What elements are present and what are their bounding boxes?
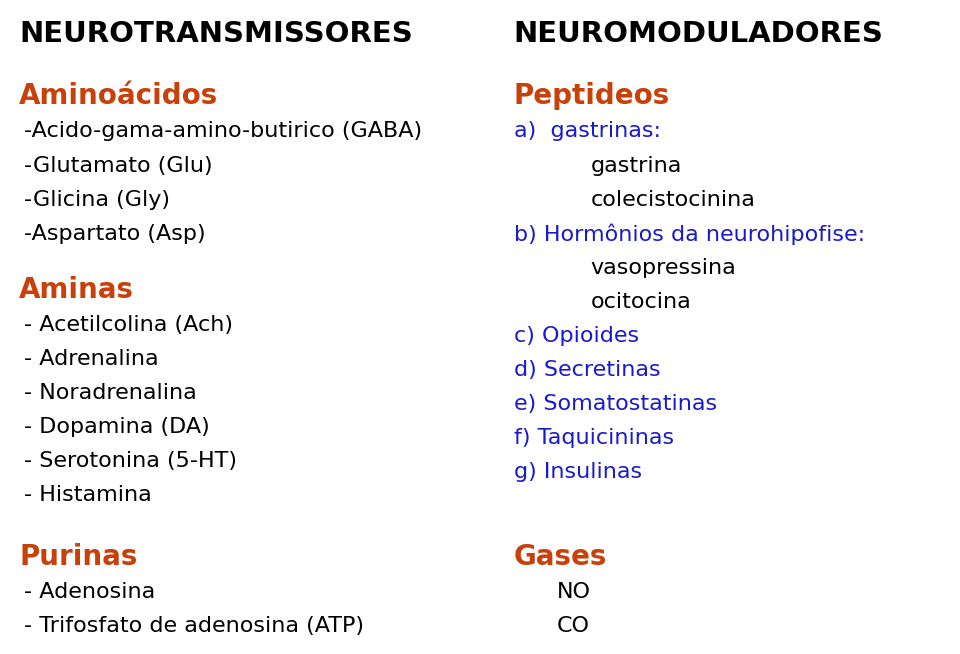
Text: -Acido-gama-amino-butirico (GABA): -Acido-gama-amino-butirico (GABA) — [24, 121, 422, 141]
Text: - Adenosina: - Adenosina — [24, 582, 156, 602]
Text: g) Insulinas: g) Insulinas — [514, 462, 641, 482]
Text: NEUROMODULADORES: NEUROMODULADORES — [514, 20, 883, 48]
Text: - Serotonina (5-HT): - Serotonina (5-HT) — [24, 451, 237, 472]
Text: d) Secretinas: d) Secretinas — [514, 360, 660, 380]
Text: - Trifosfato de adenosina (ATP): - Trifosfato de adenosina (ATP) — [24, 616, 364, 636]
Text: c) Opioides: c) Opioides — [514, 326, 638, 346]
Text: - Adrenalina: - Adrenalina — [24, 349, 158, 370]
Text: - Dopamina (DA): - Dopamina (DA) — [24, 417, 209, 438]
Text: Aminas: Aminas — [19, 276, 134, 304]
Text: b) Hormônios da neurohipofise:: b) Hormônios da neurohipofise: — [514, 224, 865, 245]
Text: Aminoácidos: Aminoácidos — [19, 82, 219, 110]
Text: - Noradrenalina: - Noradrenalina — [24, 383, 197, 404]
Text: gastrina: gastrina — [590, 156, 682, 176]
Text: f) Taquicininas: f) Taquicininas — [514, 428, 674, 448]
Text: Gases: Gases — [514, 543, 607, 571]
Text: a)  gastrinas:: a) gastrinas: — [514, 121, 660, 141]
Text: ocitocina: ocitocina — [590, 292, 691, 312]
Text: -Glutamato (Glu): -Glutamato (Glu) — [24, 156, 212, 176]
Text: Peptideos: Peptideos — [514, 82, 670, 110]
Text: -Aspartato (Asp): -Aspartato (Asp) — [24, 224, 205, 244]
Text: - Acetilcolina (Ach): - Acetilcolina (Ach) — [24, 315, 233, 336]
Text: vasopressina: vasopressina — [590, 258, 736, 278]
Text: - Histamina: - Histamina — [24, 485, 152, 506]
Text: e) Somatostatinas: e) Somatostatinas — [514, 394, 717, 414]
Text: NEUROTRANSMISSORES: NEUROTRANSMISSORES — [19, 20, 413, 48]
Text: NO: NO — [557, 582, 590, 602]
Text: Purinas: Purinas — [19, 543, 137, 571]
Text: CO: CO — [557, 616, 589, 636]
Text: colecistocinina: colecistocinina — [590, 190, 756, 210]
Text: -Glicina (Gly): -Glicina (Gly) — [24, 190, 170, 210]
